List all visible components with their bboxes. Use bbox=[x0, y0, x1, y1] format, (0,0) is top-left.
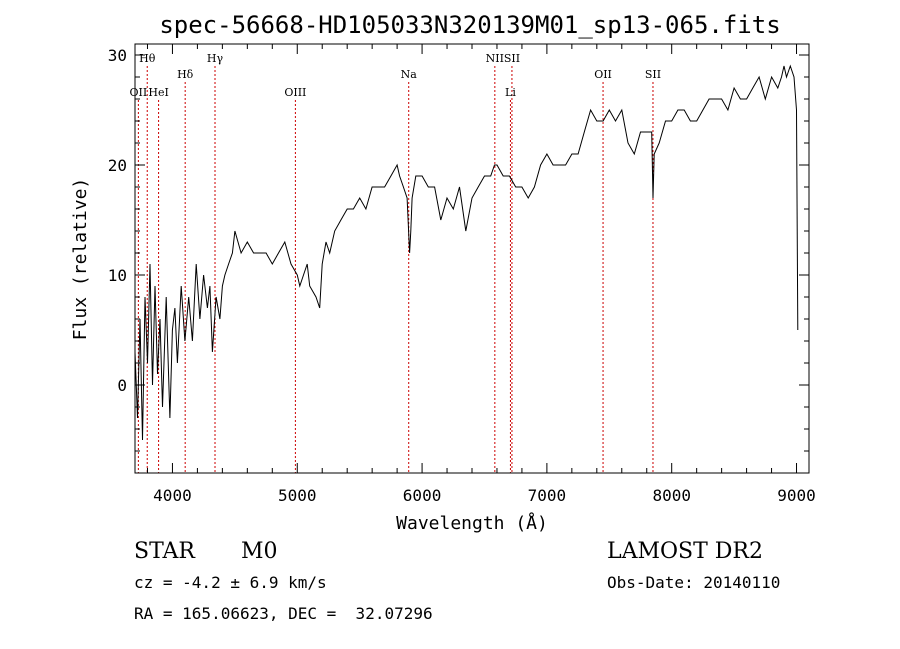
chart-title: spec-56668-HD105033N320139M01_sp13-065.f… bbox=[159, 11, 780, 39]
x-tick-label: 4000 bbox=[153, 486, 192, 505]
spectral-line-label: OII bbox=[130, 86, 148, 99]
axes: 4000 5000 6000 7000 8000 9000 0 10 20 30 bbox=[108, 44, 816, 505]
spectral-line-label: Hθ bbox=[139, 52, 156, 65]
y-tick-label: 20 bbox=[108, 156, 127, 175]
spectral-line-label: Hγ bbox=[207, 52, 224, 65]
x-tick-label: 8000 bbox=[652, 486, 691, 505]
y-axis-label: Flux (relative) bbox=[70, 178, 91, 341]
plot-frame bbox=[134, 43, 810, 474]
spectral-line-label: SII bbox=[645, 68, 661, 81]
object-subclass: M0 bbox=[241, 539, 278, 564]
spectral-line-label: NII bbox=[486, 52, 504, 65]
spectrum-series bbox=[134, 64, 799, 441]
y-tick-label: 0 bbox=[117, 376, 127, 395]
spectral-line-label: OII bbox=[594, 68, 612, 81]
redshift-text: cz = -4.2 ± 6.9 km/s bbox=[134, 573, 327, 592]
obs-date: Obs-Date: 20140110 bbox=[607, 573, 781, 592]
x-tick-label: 6000 bbox=[403, 486, 442, 505]
spectral-line-label: Na bbox=[401, 68, 418, 81]
spectral-line-label: HeI bbox=[148, 86, 168, 99]
y-tick-label: 30 bbox=[108, 46, 127, 65]
spectral-line-label: Li bbox=[505, 86, 516, 99]
spectral-line-label: OIII bbox=[284, 86, 306, 99]
x-tick-label: 5000 bbox=[278, 486, 317, 505]
coordinates: RA = 165.06623, DEC = 32.07296 bbox=[134, 604, 433, 623]
x-tick-label: 7000 bbox=[528, 486, 567, 505]
survey-name: LAMOST DR2 bbox=[607, 539, 763, 564]
spectral-line-label: SII bbox=[504, 52, 520, 65]
object-class: STAR bbox=[134, 539, 195, 564]
x-tick-label: 9000 bbox=[777, 486, 816, 505]
y-tick-label: 10 bbox=[108, 266, 127, 285]
spectrum-line bbox=[134, 64, 799, 441]
x-axis-label: Wavelength (Å) bbox=[396, 512, 548, 534]
spectral-line-label: Hδ bbox=[177, 68, 194, 81]
